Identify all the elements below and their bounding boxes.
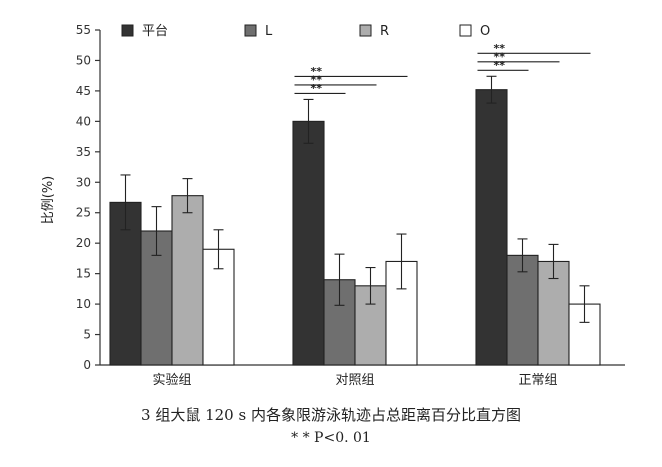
significance-layer: ****** ******	[294, 42, 591, 95]
y-tick-label: 5	[83, 328, 91, 342]
legend-swatch	[359, 24, 372, 37]
x-tick-label: 对照组	[335, 373, 374, 388]
bar-平台-对照组	[292, 120, 325, 366]
y-tick-label: 25	[76, 206, 91, 220]
legend-label: O	[480, 24, 490, 39]
significance-label: **	[311, 82, 323, 95]
legend-item-L: L	[244, 24, 273, 39]
y-tick-label: 0	[83, 358, 91, 372]
error-bar	[486, 75, 497, 104]
error-bar	[151, 206, 162, 256]
legend-swatch	[121, 24, 134, 37]
y-tick-label: 35	[76, 145, 91, 159]
significance-note: * * P<0. 01	[291, 430, 371, 446]
y-axis-label: 比例(%)	[41, 176, 56, 225]
legend-item-平台: 平台	[121, 24, 168, 39]
bar-平台-正常组	[475, 89, 508, 366]
legend-label: R	[380, 24, 389, 39]
significance-label: **	[311, 73, 323, 86]
significance-label: **	[311, 65, 323, 78]
y-tick-label: 50	[76, 53, 91, 67]
y-tick-label: 20	[76, 236, 91, 250]
error-bar	[517, 238, 528, 273]
significance-label: **	[494, 50, 506, 63]
legend-label: L	[265, 24, 273, 39]
legend-item-O: O	[459, 24, 490, 39]
x-tick-label: 实验组	[152, 372, 191, 388]
bar-L-正常组	[506, 254, 539, 366]
y-tick-label: 15	[76, 267, 91, 281]
significance-label: **	[494, 59, 506, 72]
error-bar	[334, 253, 345, 306]
error-bar	[213, 229, 224, 270]
figure-caption: 3 组大鼠 120 s 内各象限游泳轨迹占总距离百分比直方图	[141, 406, 521, 424]
x-tick-label: 正常组	[518, 373, 557, 388]
y-tick-label: 40	[76, 114, 91, 128]
y-tick-label: 10	[76, 297, 91, 311]
axes-layer: 0 5 10 15 20 25 30 35 40 45 50 55 实验组 对照组 正常组	[76, 23, 625, 388]
y-tick-label: 55	[76, 23, 91, 37]
significance-label: **	[494, 42, 506, 55]
error-bar	[365, 266, 376, 305]
legend: 平台 L R O	[121, 24, 490, 39]
error-bar	[396, 233, 407, 290]
legend-swatch	[244, 24, 257, 37]
y-tick-label: 30	[76, 175, 91, 189]
error-bar	[182, 178, 193, 214]
error-bar	[120, 174, 131, 231]
legend-item-R: R	[359, 24, 389, 39]
legend-swatch	[459, 24, 472, 37]
legend-label: 平台	[142, 24, 168, 39]
bar-R-实验组	[171, 195, 204, 366]
error-bar	[579, 285, 590, 323]
y-tick-label: 45	[76, 84, 91, 98]
error-bar	[548, 243, 559, 280]
bars-layer	[109, 89, 601, 366]
error-bars-layer	[120, 75, 590, 323]
error-bar	[303, 98, 314, 144]
